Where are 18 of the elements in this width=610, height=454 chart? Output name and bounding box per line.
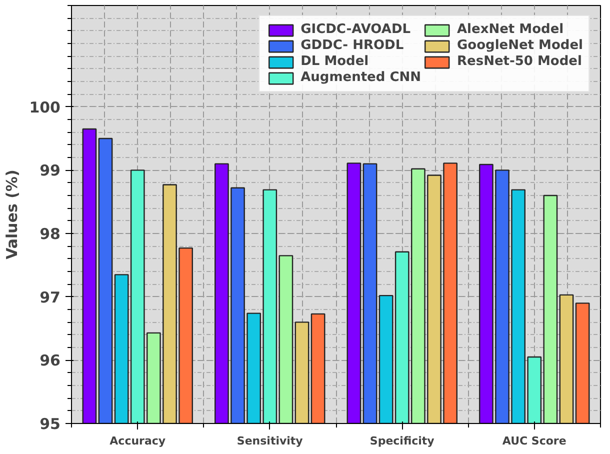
legend-label: Augmented CNN <box>300 70 421 85</box>
y-tick-label: 100 <box>29 98 60 116</box>
x-tick-label: Specificity <box>370 434 434 448</box>
y-tick-label: 96 <box>40 352 60 370</box>
legend-label: AlexNet Model <box>457 22 564 37</box>
y-tick-label: 99 <box>40 162 60 180</box>
y-tick-label: 95 <box>40 415 60 433</box>
y-axis-title: Values (%) <box>3 170 22 260</box>
x-tick-label: Sensitivity <box>236 434 303 448</box>
legend-label: GICDC-AVOADL <box>300 22 411 37</box>
legend-label: ResNet-50 Model <box>457 54 582 69</box>
legend-label: GoogleNet Model <box>457 38 583 53</box>
legend-label: DL Model <box>300 54 369 69</box>
x-tick-label: Accuracy <box>110 434 166 448</box>
x-tick-label: AUC Score <box>502 434 566 448</box>
legend-label: GDDC- HRODL <box>300 38 404 53</box>
y-tick-label: 97 <box>40 288 60 306</box>
y-tick-label: 98 <box>40 225 60 243</box>
